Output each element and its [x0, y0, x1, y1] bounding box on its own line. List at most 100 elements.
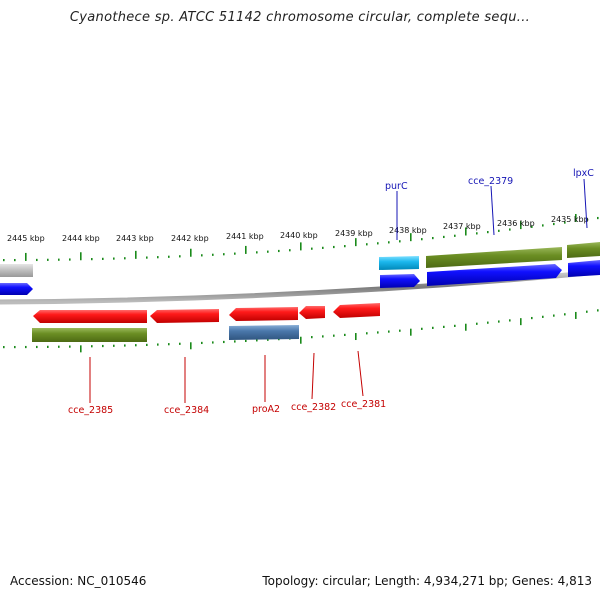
minor-tick	[223, 253, 225, 256]
major-tick	[25, 252, 27, 261]
label-cce_2382[interactable]: cce_2382	[291, 402, 336, 413]
scale-label: 2444 kbp	[62, 234, 100, 243]
scale-label: 2441 kbp	[226, 232, 264, 241]
minor-tick	[14, 258, 16, 262]
minor-tick	[135, 344, 137, 347]
minor-tick	[289, 249, 291, 252]
major-tick	[520, 318, 522, 326]
minor-tick	[146, 256, 148, 259]
major-tick	[520, 221, 522, 230]
minor-tick	[322, 246, 324, 249]
minor-tick	[245, 339, 247, 343]
label-cce_2384[interactable]: cce_2384	[164, 405, 209, 416]
minor-tick	[553, 314, 555, 317]
scale-label: 2437 kbp	[443, 222, 481, 231]
minor-tick	[322, 335, 324, 338]
scale-label: 2436 kbp	[497, 219, 535, 228]
cds-cce_2385[interactable]	[32, 328, 147, 342]
grey-feature[interactable]	[0, 264, 33, 277]
minor-tick	[113, 344, 115, 347]
major-tick	[465, 227, 467, 236]
cds-lpxC[interactable]	[567, 242, 600, 258]
scale-label: 2445 kbp	[7, 234, 45, 243]
minor-tick	[47, 345, 49, 348]
minor-tick	[157, 256, 159, 259]
minor-tick	[3, 258, 5, 262]
minor-tick	[476, 232, 478, 235]
minor-tick	[509, 319, 511, 322]
minor-tick	[421, 238, 423, 241]
gene-proA2[interactable]	[229, 307, 298, 321]
minor-tick	[113, 257, 115, 260]
minor-tick	[3, 345, 5, 349]
major-tick	[355, 238, 357, 247]
minor-tick	[91, 258, 93, 261]
minor-tick	[586, 310, 588, 313]
minor-tick	[454, 234, 456, 237]
major-tick	[80, 345, 82, 353]
leader-cce_2381	[357, 350, 364, 397]
minor-tick	[267, 338, 269, 341]
minor-tick	[344, 333, 346, 337]
minor-tick	[278, 249, 280, 253]
minor-tick	[476, 322, 478, 325]
minor-tick	[597, 309, 599, 312]
label-purC[interactable]: purC	[385, 181, 408, 192]
cds-cce_2379[interactable]	[426, 247, 562, 268]
minor-tick	[597, 216, 599, 220]
gene-cce_2384[interactable]	[150, 309, 219, 323]
gene-cce_2385[interactable]	[33, 310, 147, 323]
gene-cce_2381[interactable]	[333, 303, 380, 318]
minor-tick	[366, 243, 368, 246]
gene-purC[interactable]	[380, 274, 420, 288]
minor-tick	[564, 313, 566, 316]
minor-tick	[454, 324, 456, 327]
major-tick	[245, 245, 247, 254]
scale-label: 2440 kbp	[280, 231, 318, 240]
minor-tick	[256, 251, 258, 254]
minor-tick	[157, 343, 159, 346]
major-tick	[575, 311, 577, 319]
minor-tick	[542, 315, 544, 318]
major-tick	[410, 328, 412, 336]
minor-tick	[487, 231, 489, 234]
gene-forward-left[interactable]	[0, 283, 33, 295]
minor-tick	[333, 334, 335, 337]
label-cce_2385[interactable]: cce_2385	[68, 405, 113, 416]
minor-tick	[333, 245, 335, 249]
accession-text: Accession: NC_010546	[10, 574, 147, 588]
minor-tick	[344, 245, 346, 248]
minor-tick	[212, 253, 214, 256]
major-tick	[355, 333, 357, 341]
minor-tick	[432, 326, 434, 329]
scale-label: 2443 kbp	[116, 234, 154, 243]
gene-cce_2382[interactable]	[299, 306, 325, 319]
minor-tick	[564, 221, 566, 224]
minor-tick	[399, 329, 401, 332]
gene-lpxC[interactable]	[568, 260, 600, 277]
minor-tick	[212, 341, 214, 344]
scale-label: 2438 kbp	[389, 226, 427, 235]
scale-label: 2442 kbp	[171, 234, 209, 243]
cds-proA2[interactable]	[229, 325, 299, 340]
label-proA2[interactable]: proA2	[252, 404, 280, 415]
major-tick	[135, 250, 137, 259]
major-tick	[300, 336, 302, 344]
minor-tick	[102, 344, 104, 348]
genome-summary-text: Topology: circular; Length: 4,934,271 bp…	[262, 574, 592, 588]
bottom-gene-labels: cce_2385 cce_2384 proA2 cce_2382 cce_238…	[68, 350, 386, 416]
label-cce_2379[interactable]: cce_2379	[468, 176, 513, 187]
label-cce_2381[interactable]: cce_2381	[341, 399, 386, 410]
rna-purC[interactable]	[379, 256, 419, 270]
leader-cce_2382	[311, 352, 315, 400]
minor-tick	[201, 254, 203, 257]
minor-tick	[487, 321, 489, 324]
map-title: Cyanothece sp. ATCC 51142 chromosome cir…	[69, 10, 531, 25]
scale-label: 2439 kbp	[335, 229, 373, 238]
label-lpxC[interactable]: lpxC	[573, 168, 594, 179]
scale-labels: 2445 kbp 2444 kbp 2443 kbp 2442 kbp 2441…	[7, 215, 589, 243]
major-tick	[190, 342, 192, 350]
major-tick	[575, 213, 577, 222]
gene-cce_2379[interactable]	[427, 264, 562, 286]
